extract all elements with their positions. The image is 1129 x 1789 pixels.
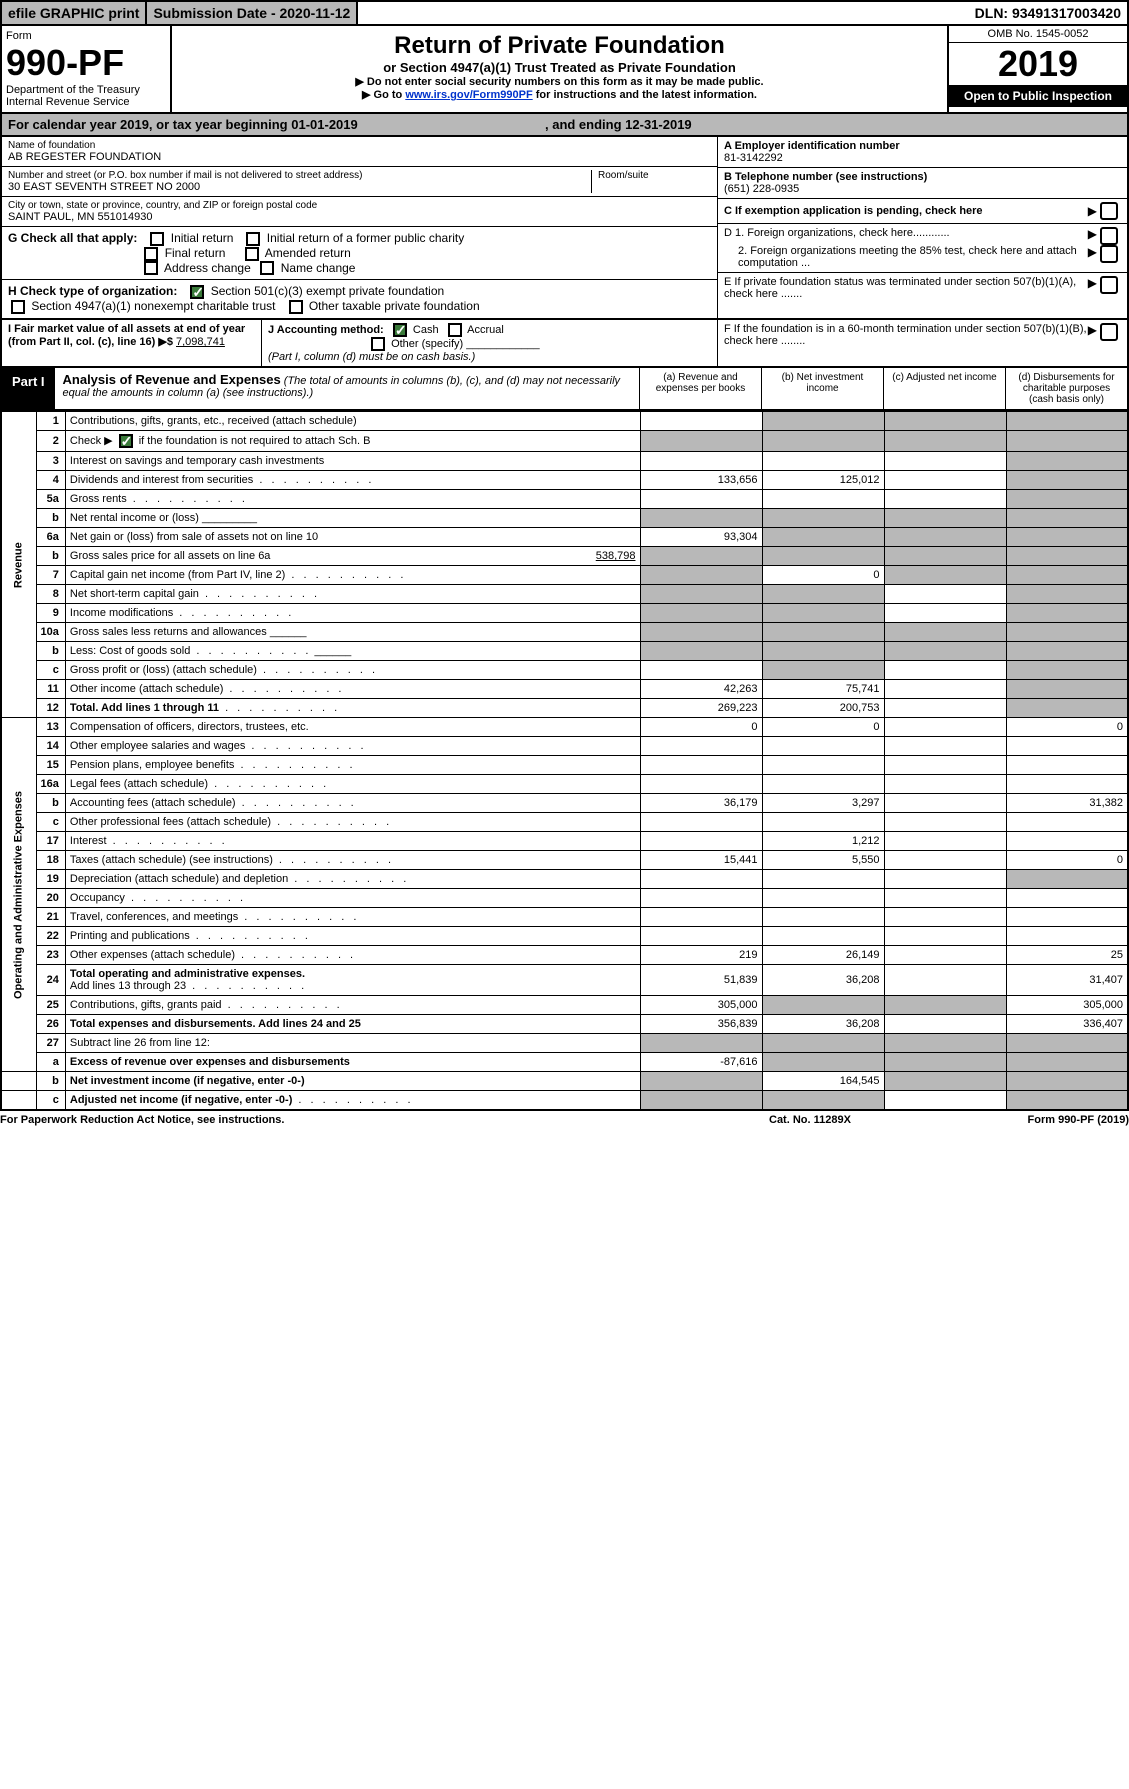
cb-85pct[interactable] xyxy=(1100,245,1118,263)
cb-accrual[interactable] xyxy=(448,323,462,337)
col-a-header: (a) Revenue and expenses per books xyxy=(639,368,761,409)
form-ref: Form 990-PF (2019) xyxy=(969,1114,1129,1126)
cb-final[interactable] xyxy=(144,247,158,261)
expenses-side-label: Operating and Administrative Expenses xyxy=(1,718,36,1072)
top-bar: efile GRAPHIC print Submission Date - 20… xyxy=(0,0,1129,26)
name-label: Name of foundation xyxy=(8,140,711,151)
part1-label: Part I xyxy=(2,368,55,409)
calendar-year-row: For calendar year 2019, or tax year begi… xyxy=(0,114,1129,137)
d2-label: 2. Foreign organizations meeting the 85%… xyxy=(724,245,1088,269)
note-link: ▶ Go to www.irs.gov/Form990PF for instru… xyxy=(178,88,941,101)
part1-header: Part I Analysis of Revenue and Expenses … xyxy=(0,368,1129,411)
col-c-header: (c) Adjusted net income xyxy=(883,368,1005,409)
cb-exemption-pending[interactable] xyxy=(1100,202,1118,220)
efile-print-btn[interactable]: efile GRAPHIC print xyxy=(2,2,147,24)
fmv-acct-row: I Fair market value of all assets at end… xyxy=(0,320,1129,368)
cb-foreign-org[interactable] xyxy=(1100,227,1118,245)
city-label: City or town, state or province, country… xyxy=(8,200,711,211)
ein-value: 81-3142292 xyxy=(724,152,783,164)
analysis-table: Revenue 1Contributions, gifts, grants, e… xyxy=(0,411,1129,1111)
addr-label: Number and street (or P.O. box number if… xyxy=(8,170,591,181)
cb-4947[interactable] xyxy=(11,300,25,314)
ein-label: A Employer identification number xyxy=(724,140,900,152)
submission-date: Submission Date - 2020-11-12 xyxy=(147,2,358,24)
entity-info: Name of foundation AB REGESTER FOUNDATIO… xyxy=(0,137,1129,320)
d1-label: D 1. Foreign organizations, check here..… xyxy=(724,227,1088,245)
city-state-zip: SAINT PAUL, MN 551014930 xyxy=(8,211,711,223)
cb-other-method[interactable] xyxy=(371,337,385,351)
cb-other-taxable[interactable] xyxy=(289,300,303,314)
form-header: Form 990-PF Department of the Treasury I… xyxy=(0,26,1129,114)
paperwork-notice: For Paperwork Reduction Act Notice, see … xyxy=(0,1114,769,1126)
room-label: Room/suite xyxy=(598,170,711,181)
e-label: E If private foundation status was termi… xyxy=(724,276,1088,300)
cb-cash[interactable] xyxy=(393,323,407,337)
g-checks: G Check all that apply: Initial return I… xyxy=(2,227,717,280)
cb-initial[interactable] xyxy=(150,232,164,246)
col-b-header: (b) Net investment income xyxy=(761,368,883,409)
col-d-header: (d) Disbursements for charitable purpose… xyxy=(1005,368,1127,409)
catalog-number: Cat. No. 11289X xyxy=(769,1114,969,1126)
form-title: Return of Private Foundation xyxy=(178,32,941,60)
phone-label: B Telephone number (see instructions) xyxy=(724,171,927,183)
c-label: C If exemption application is pending, c… xyxy=(724,205,983,217)
page-footer: For Paperwork Reduction Act Notice, see … xyxy=(0,1111,1129,1129)
dept-label: Department of the Treasury xyxy=(6,84,166,96)
cb-addr-change[interactable] xyxy=(144,261,158,275)
cb-sch-b[interactable] xyxy=(119,434,133,448)
cb-initial-former[interactable] xyxy=(246,232,260,246)
foundation-name: AB REGESTER FOUNDATION xyxy=(8,151,711,163)
cash-basis-note: (Part I, column (d) must be on cash basi… xyxy=(268,351,475,363)
revenue-side-label: Revenue xyxy=(1,412,36,718)
form-label: Form xyxy=(6,30,166,42)
street-address: 30 EAST SEVENTH STREET NO 2000 xyxy=(8,181,591,193)
f-label: F If the foundation is in a 60-month ter… xyxy=(724,323,1088,363)
tax-year: 2019 xyxy=(949,43,1127,85)
cb-amended[interactable] xyxy=(245,247,259,261)
fmv-value: 7,098,741 xyxy=(176,336,225,348)
form-number: 990-PF xyxy=(6,42,166,84)
omb-number: OMB No. 1545-0052 xyxy=(949,26,1127,43)
dln: DLN: 93491317003420 xyxy=(969,2,1127,24)
irs-label: Internal Revenue Service xyxy=(6,96,166,108)
cb-501c3[interactable] xyxy=(190,285,204,299)
cb-terminated[interactable] xyxy=(1100,276,1118,294)
h-checks: H Check type of organization: Section 50… xyxy=(2,280,717,318)
open-public-badge: Open to Public Inspection xyxy=(949,85,1127,107)
phone-value: (651) 228-0935 xyxy=(724,183,799,195)
form-subtitle: or Section 4947(a)(1) Trust Treated as P… xyxy=(178,60,941,75)
note-ssn: ▶ Do not enter social security numbers o… xyxy=(178,75,941,88)
cb-60month[interactable] xyxy=(1100,323,1118,341)
instructions-link[interactable]: www.irs.gov/Form990PF xyxy=(405,89,532,101)
cb-name-change[interactable] xyxy=(260,261,274,275)
